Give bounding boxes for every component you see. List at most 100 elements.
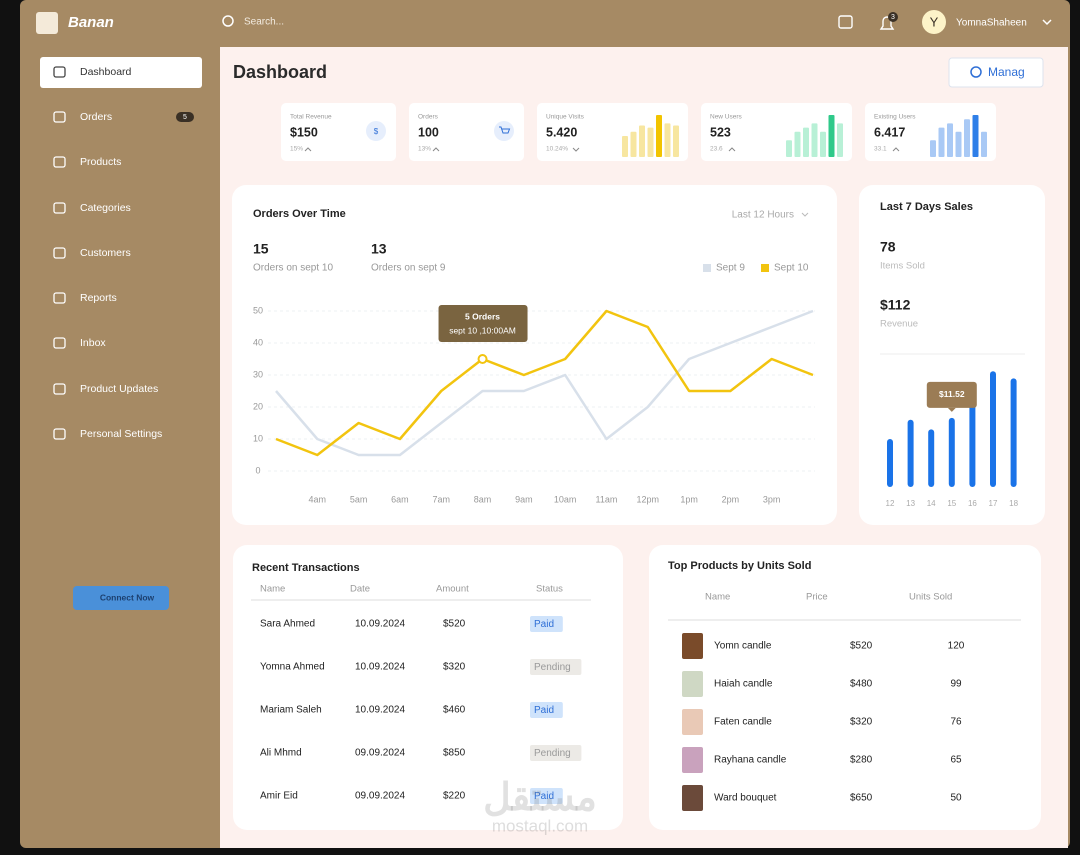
x-tick-label: 9am — [515, 494, 533, 504]
column-header: Status — [536, 584, 563, 595]
mini-bar — [820, 131, 826, 157]
x-tick-label: 13 — [906, 499, 915, 508]
bar — [990, 371, 996, 487]
button-text: Manag — [988, 65, 1025, 79]
column-header: Price — [806, 592, 828, 603]
connect-button[interactable] — [73, 586, 169, 610]
chevron[interactable] — [1042, 19, 1052, 26]
status: Paid — [534, 705, 554, 716]
sales-stat-label: Items Sold — [880, 261, 925, 272]
mini-bar — [803, 127, 809, 157]
x-tick-label: 5am — [350, 494, 368, 504]
nav-icon — [53, 337, 66, 349]
mini-bar — [630, 131, 637, 157]
stat-label: Total Revenue — [290, 114, 332, 121]
summary-label: Orders on sept 10 — [253, 263, 333, 274]
cell: $280 — [850, 755, 873, 766]
nav-item[interactable]: Reports — [80, 292, 117, 304]
stat-value: 6.417 — [874, 125, 905, 139]
mini-bar — [964, 119, 970, 157]
status-chip — [530, 659, 582, 675]
nav-item[interactable]: Customers — [80, 247, 131, 259]
nav-item[interactable]: Dashboard — [80, 66, 132, 78]
icon-text: $ — [374, 127, 379, 136]
y-tick-label: 40 — [253, 337, 263, 347]
cell: Haiah candle — [714, 679, 773, 690]
sales-stat-value: $112 — [880, 297, 911, 313]
column-header: Units Sold — [909, 592, 952, 603]
tooltip-tail — [947, 407, 956, 412]
bar — [928, 429, 935, 487]
legend-swatch — [703, 264, 711, 272]
mini-bar — [837, 123, 843, 157]
status: Paid — [534, 619, 554, 630]
bar — [969, 398, 976, 487]
nav-badge — [176, 112, 194, 122]
nav-icon — [53, 428, 66, 440]
cell: $520 — [850, 641, 873, 652]
y-tick-label: 50 — [253, 305, 263, 315]
mini-bar — [622, 136, 628, 157]
status-chip — [530, 616, 563, 632]
line-series — [275, 309, 814, 457]
cell: 76 — [950, 717, 962, 728]
nav-item[interactable]: Product Updates — [80, 383, 158, 395]
column-header: Name — [705, 592, 730, 603]
badge-text: 5 — [183, 114, 187, 121]
stat-label: Orders — [418, 114, 439, 121]
summary-label: Orders on sept 9 — [371, 263, 446, 274]
stat-change: 23.6 — [710, 146, 723, 153]
stat-icon — [494, 121, 514, 141]
bell-icon[interactable] — [879, 16, 895, 30]
avatar[interactable] — [922, 10, 946, 34]
trend-arrow — [892, 147, 900, 152]
watermark: مستقل — [483, 777, 597, 819]
mini-bar — [647, 127, 654, 157]
product-image — [682, 709, 703, 735]
nav-item[interactable]: Products — [80, 156, 121, 168]
stat-change: 10.24% — [546, 146, 568, 153]
product-image — [682, 785, 703, 811]
cell: Rayhana candle — [714, 755, 787, 766]
cell: $850 — [443, 748, 466, 759]
x-tick-label: 1pm — [680, 494, 698, 504]
cell: 10.09.2024 — [355, 619, 405, 630]
connect-text: Connect Now — [100, 592, 155, 602]
status-chip — [530, 702, 563, 718]
search-input[interactable]: Search... — [244, 17, 284, 28]
tooltip — [438, 305, 528, 342]
manage-button[interactable] — [948, 57, 1044, 88]
stat-card — [409, 103, 524, 161]
nav-item[interactable]: Inbox — [80, 337, 106, 349]
cell: $520 — [443, 619, 466, 630]
notif-count: 3 — [891, 14, 895, 21]
column-header: Amount — [436, 584, 469, 595]
stat-value: 100 — [418, 125, 439, 139]
x-tick-label: 14 — [927, 499, 936, 508]
page-title: Dashboard — [233, 62, 327, 82]
x-tick-label: 6am — [391, 494, 409, 504]
cell: Faten candle — [714, 717, 772, 728]
mini-bar — [664, 123, 671, 157]
status: Paid — [534, 791, 554, 802]
product-image — [682, 633, 703, 659]
status-chip — [530, 788, 563, 804]
bar — [887, 439, 893, 487]
x-tick-label: 8am — [474, 494, 492, 504]
cell: Amir Eid — [260, 791, 298, 802]
time-filter[interactable]: Last 12 Hours — [732, 210, 794, 221]
mini-bar — [794, 131, 801, 157]
watermark: mostaql.com — [492, 816, 588, 835]
cell: 120 — [948, 641, 965, 652]
card — [232, 185, 837, 525]
filter-chevron[interactable] — [801, 212, 809, 217]
nav-item[interactable]: Orders — [80, 111, 112, 123]
nav-item[interactable]: Personal Settings — [80, 428, 162, 440]
nav-item[interactable]: Categories — [80, 202, 131, 214]
mini-bar — [786, 140, 792, 157]
cell: 09.09.2024 — [355, 748, 405, 759]
messages-icon[interactable] — [838, 15, 853, 29]
nav-active[interactable] — [40, 57, 202, 88]
tooltip-text: $11.52 — [939, 389, 965, 399]
